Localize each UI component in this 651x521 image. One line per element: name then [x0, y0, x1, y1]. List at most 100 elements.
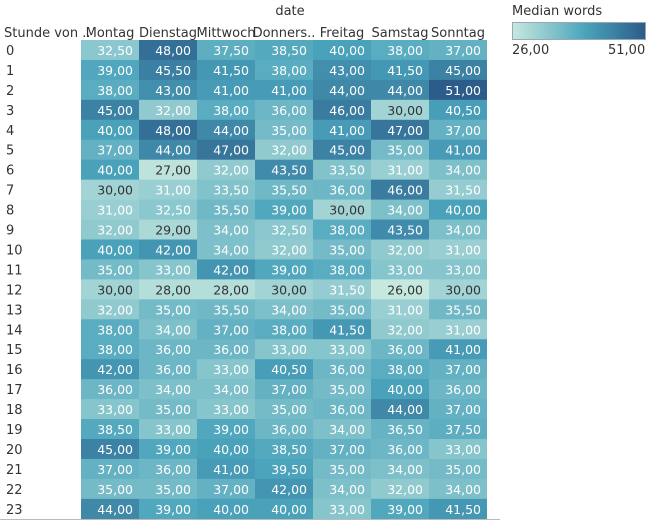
heatmap-cell	[197, 399, 255, 420]
cell-value-label: 39,00	[387, 502, 423, 517]
heatmap-cell	[429, 319, 487, 340]
heatmap-cell	[429, 279, 487, 300]
heatmap-cell	[429, 439, 487, 460]
cell-value-label: 34,00	[329, 422, 365, 437]
heatmap-cell	[371, 219, 429, 240]
heatmap-cell	[371, 399, 429, 420]
cell-value-label: 33,00	[213, 402, 249, 417]
cell-value-label: 33,00	[329, 342, 365, 357]
heatmap-cell	[139, 379, 197, 400]
heatmap-cell	[313, 478, 371, 500]
heatmap-cell	[429, 59, 487, 81]
cell-value-label: 35,00	[271, 402, 307, 417]
row-label: 3	[6, 104, 14, 119]
cell-value-label: 32,00	[155, 103, 191, 118]
heatmap-cell	[429, 458, 487, 480]
heatmap-cell	[197, 119, 255, 141]
cell-value-label: 46,00	[387, 183, 423, 198]
heatmap-cell	[429, 119, 487, 141]
heatmap-cell	[313, 498, 371, 520]
cell-value-label: 32,00	[271, 242, 307, 257]
cell-value-label: 34,00	[387, 462, 423, 477]
heatmap-cell	[313, 259, 371, 280]
legend-max-label: 51,00	[608, 43, 646, 58]
heatmap-cell	[371, 179, 429, 201]
cell-value-label: 30,00	[387, 103, 423, 118]
row-label: 20	[6, 443, 23, 458]
column-label: Dienstag	[139, 26, 197, 41]
heatmap-cell	[313, 159, 371, 181]
legend-gradient-bar	[512, 22, 646, 40]
cell-value-label: 48,00	[155, 43, 191, 58]
heatmap-cell	[139, 478, 197, 500]
heatmap-cell	[139, 99, 197, 121]
heatmap-cell	[429, 179, 487, 201]
cell-value-label: 31,00	[445, 322, 481, 337]
cell-value-label: 39,00	[155, 442, 191, 457]
heatmap-cell	[81, 379, 139, 400]
cell-value-label: 45,00	[445, 63, 481, 78]
heatmap-cell	[255, 199, 313, 221]
heatmap-cell	[81, 219, 139, 240]
cell-value-label: 34,00	[445, 223, 481, 238]
cell-value-label: 37,00	[271, 382, 307, 397]
cell-value-label: 35,50	[213, 203, 249, 218]
row-label: 13	[6, 303, 23, 318]
heatmap-cell	[371, 478, 429, 500]
cell-value-label: 38,00	[329, 262, 365, 277]
heatmap-cell	[371, 139, 429, 161]
heatmap-cell	[197, 99, 255, 121]
cell-value-label: 39,00	[271, 262, 307, 277]
row-label: 19	[6, 423, 23, 438]
cell-value-label: 37,00	[445, 43, 481, 58]
cell-value-label: 35,00	[155, 482, 191, 497]
row-label: 15	[6, 343, 23, 358]
heatmap-cell	[313, 379, 371, 400]
heatmap-cells: 32,50 48,00 37,50 38,50 40,00 38,00 37,00 39,00…	[81, 40, 487, 520]
row-label: 18	[6, 403, 23, 418]
heatmap-cell	[313, 79, 371, 101]
cell-value-label: 40,00	[97, 242, 133, 257]
cell-value-label: 44,00	[387, 402, 423, 417]
cell-value-label: 40,00	[97, 123, 133, 138]
heatmap-cell	[139, 399, 197, 420]
cell-value-label: 36,00	[387, 342, 423, 357]
cell-value-label: 36,00	[329, 183, 365, 198]
cell-value-label: 32,00	[387, 322, 423, 337]
heatmap-cell	[255, 159, 313, 181]
cell-value-label: 36,00	[329, 362, 365, 377]
cell-value-label: 45,00	[329, 143, 365, 158]
heatmap-cell	[429, 159, 487, 181]
cell-value-label: 41,50	[445, 502, 481, 517]
cell-value-label: 35,00	[155, 402, 191, 417]
heatmap-cell	[313, 359, 371, 380]
cell-value-label: 35,00	[155, 302, 191, 317]
heatmap-cell	[81, 299, 139, 320]
heatmap-cell	[429, 379, 487, 400]
heatmap-cell	[197, 478, 255, 500]
row-label: 12	[6, 283, 23, 298]
heatmap-cell	[371, 159, 429, 181]
cell-value-label: 37,00	[213, 482, 249, 497]
cell-value-label: 38,00	[329, 223, 365, 238]
cell-value-label: 37,00	[329, 442, 365, 457]
heatmap-cell	[371, 239, 429, 260]
heatmap-cell	[197, 299, 255, 320]
cell-value-label: 31,00	[155, 183, 191, 198]
cell-value-label: 37,00	[97, 462, 133, 477]
row-label: 9	[6, 224, 14, 239]
heatmap-cell	[255, 439, 313, 460]
cell-value-label: 35,50	[213, 302, 249, 317]
heatmap-cell	[313, 239, 371, 260]
heatmap-cell	[429, 79, 487, 101]
cell-value-label: 34,00	[387, 203, 423, 218]
cell-value-label: 41,00	[213, 83, 249, 98]
heatmap-cell	[371, 439, 429, 460]
heatmap-cell	[255, 498, 313, 520]
heatmap-cell	[255, 179, 313, 201]
cell-value-label: 40,00	[271, 502, 307, 517]
cell-value-label: 36,50	[387, 422, 423, 437]
row-label: 0	[6, 44, 14, 59]
